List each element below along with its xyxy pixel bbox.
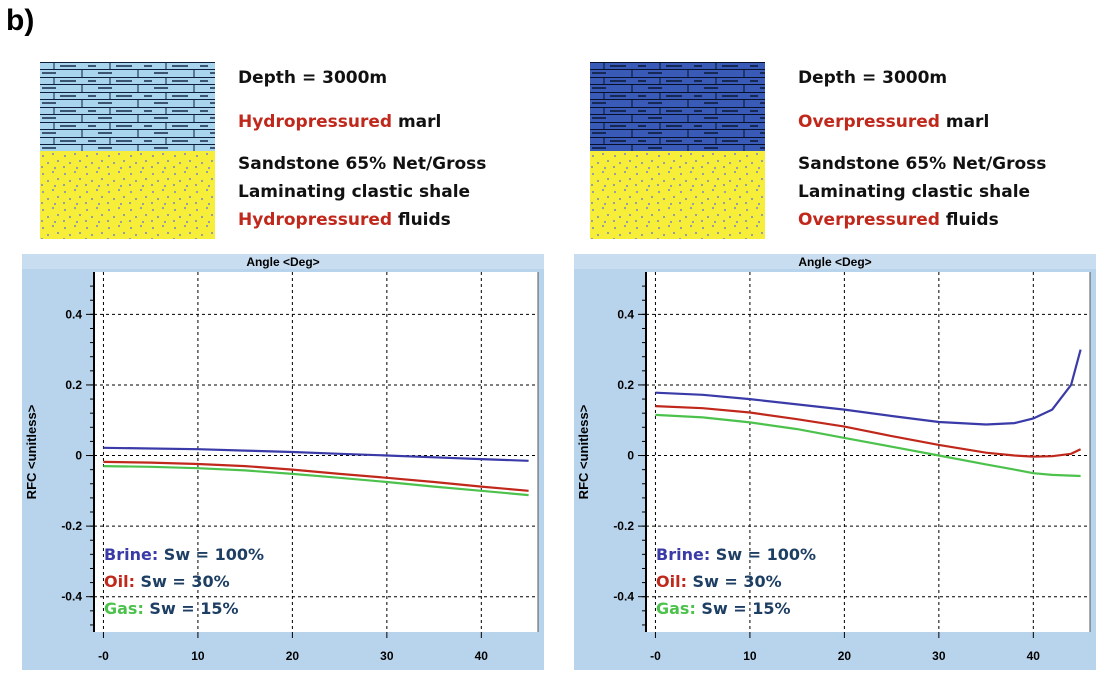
marl-rest-label: marl: [392, 112, 442, 132]
legend-value: Sw = 30%: [135, 572, 230, 591]
y-axis-title: RFC <unitless>: [576, 404, 591, 499]
legend-value: Sw = 30%: [687, 572, 782, 591]
lithology-column-overpressured: [590, 62, 765, 239]
legend-entry: Brine: Sw = 100%: [656, 545, 816, 564]
fluids-rest-label: fluids: [939, 210, 999, 230]
y-axis-title: RFC <unitless>: [24, 404, 39, 499]
lithology-column-hydropressured: [40, 62, 215, 239]
rfc-chart-overpressured: Angle <Deg> 0.4 0.2 0 -0.2 -0.4 -0 10 20 30 40 RFC …: [574, 254, 1096, 670]
x-tick-label: 20: [286, 649, 300, 663]
y-tick-label: 0.2: [65, 378, 82, 392]
y-tick-label: 0: [627, 449, 634, 463]
x-tick-label: 20: [838, 649, 852, 663]
y-tick-label: -0.2: [613, 519, 634, 533]
legend-key: Oil:: [104, 572, 135, 591]
marl-layer: [590, 62, 765, 151]
y-tick-label: 0.4: [617, 307, 634, 321]
legend-entry: Gas: Sw = 15%: [104, 599, 239, 618]
legend-key: Brine:: [656, 545, 710, 564]
title-strip: [22, 254, 544, 269]
series-line-oil: [103, 460, 529, 492]
depth-label: Depth = 3000m: [798, 68, 948, 88]
y-tick-label: 0.2: [617, 378, 634, 392]
x-tick-label: -0: [98, 649, 109, 663]
x-tick-label: 40: [475, 649, 489, 663]
plot-area: [646, 272, 1090, 632]
marl-pressure-label: Hydropressured: [238, 112, 393, 132]
x-tick-label: 10: [191, 649, 205, 663]
marl-pressure-label: Overpressured: [798, 112, 940, 132]
marl-label: Overpressured marl: [798, 112, 989, 133]
marl-layer: [40, 62, 215, 151]
shale-label: Laminating clastic shale: [238, 182, 471, 202]
legend-entry: Oil: Sw = 30%: [656, 572, 782, 591]
x-tick-label: 10: [743, 649, 757, 663]
legend-value: Sw = 15%: [696, 599, 791, 618]
legend-entry: Oil: Sw = 30%: [104, 572, 230, 591]
series-line-brine: [103, 446, 529, 462]
sandstone-layer: [40, 151, 215, 239]
sandstone-layer: [590, 151, 765, 239]
series-line-gas: [655, 413, 1081, 478]
sandstone-label: Sandstone 65% Net/Gross: [238, 154, 487, 174]
fluids-label: Overpressured fluids: [798, 210, 999, 231]
marl-rest-label: marl: [939, 112, 990, 132]
title-strip: [574, 254, 1096, 269]
x-axis-title: Angle <Deg>: [246, 255, 319, 269]
y-tick-label: 0.4: [65, 307, 82, 321]
legend-value: Sw = 15%: [144, 599, 239, 618]
shale-label: Laminating clastic shale: [798, 182, 1031, 202]
rfc-chart-hydropressured: Angle <Deg> 0.4 0.2 0 -0.2 -0.4 -0 10 20 30 40 RFC …: [22, 254, 544, 670]
y-tick-label: -0.2: [61, 519, 82, 533]
legend-key: Oil:: [656, 572, 687, 591]
x-tick-label: 30: [932, 649, 946, 663]
x-axis-title: Angle <Deg>: [798, 255, 871, 269]
x-tick-label: 30: [380, 649, 394, 663]
legend-key: Gas:: [656, 599, 696, 618]
legend-value: Sw = 100%: [158, 545, 264, 564]
legend-key: Gas:: [104, 599, 144, 618]
fluids-pressure-label: Hydropressured: [238, 210, 393, 230]
fluids-pressure-label: Overpressured: [798, 210, 940, 230]
panel-label: b): [6, 4, 35, 37]
y-tick-label: -0.4: [61, 590, 82, 604]
x-tick-label: 40: [1027, 649, 1041, 663]
sandstone-label: Sandstone 65% Net/Gross: [798, 154, 1047, 174]
legend-entry: Gas: Sw = 15%: [656, 599, 791, 618]
y-tick-label: -0.4: [613, 590, 634, 604]
legend-entry: Brine: Sw = 100%: [104, 545, 264, 564]
y-tick-label: 0: [75, 449, 82, 463]
fluids-rest-label: fluids: [392, 210, 451, 230]
series-line-oil: [655, 405, 1082, 458]
depth-label: Depth = 3000m: [238, 68, 388, 88]
legend-value: Sw = 100%: [710, 545, 816, 564]
x-tick-label: -0: [650, 649, 661, 663]
series-line-brine: [655, 349, 1082, 426]
series-line-gas: [103, 465, 529, 497]
marl-label: Hydropressured marl: [238, 112, 441, 133]
fluids-label: Hydropressured fluids: [238, 210, 451, 231]
legend-key: Brine:: [104, 545, 158, 564]
